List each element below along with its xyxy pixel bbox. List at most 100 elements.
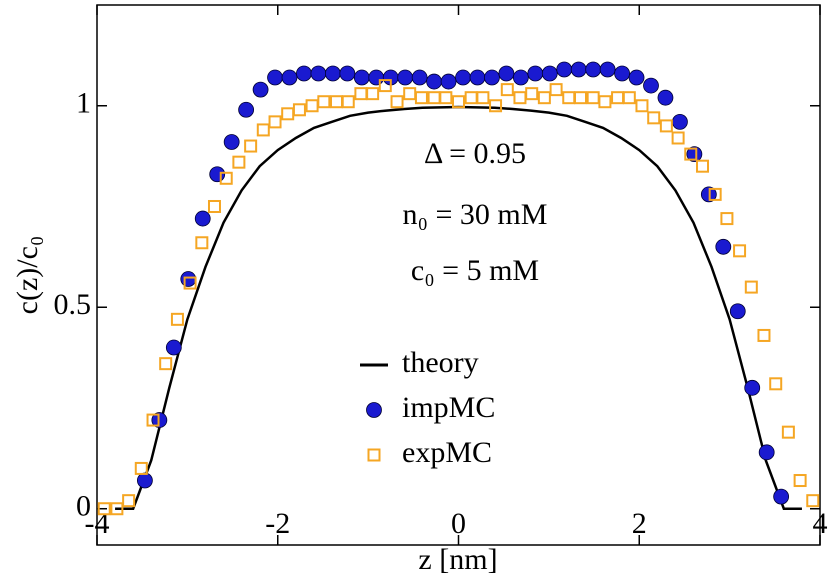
data-point: [281, 69, 298, 86]
data-point: [180, 271, 197, 287]
data-point: [599, 61, 616, 78]
data-point: [256, 123, 270, 137]
data-point: [252, 81, 269, 98]
data-point: [585, 61, 602, 78]
data-point: [622, 91, 636, 105]
data-point: [366, 87, 380, 101]
y-tick-label: 0: [76, 490, 91, 523]
data-point: [671, 131, 685, 145]
data-point: [657, 89, 674, 106]
data-point: [268, 115, 282, 129]
annotation: Δ = 0.95: [424, 137, 526, 170]
data-point: [733, 244, 747, 258]
data-point: [574, 91, 588, 105]
data-point: [426, 73, 442, 90]
data-point: [209, 166, 226, 183]
data-point: [757, 328, 771, 342]
data-point: [122, 494, 136, 508]
legend-swatch: [366, 402, 382, 418]
data-point: [183, 276, 197, 290]
data-point: [134, 461, 148, 475]
data-point: [500, 83, 514, 97]
legend-label: impMC: [402, 391, 495, 424]
data-point: [729, 303, 746, 320]
data-point: [628, 69, 645, 86]
data-point: [403, 87, 417, 101]
data-point: [195, 236, 209, 250]
data-point: [614, 65, 630, 82]
annotation: n₀ = 30 mM: [403, 198, 548, 231]
data-point: [329, 95, 343, 109]
data-point: [672, 113, 688, 130]
data-point: [781, 425, 795, 439]
data-point: [758, 444, 775, 461]
data-point: [708, 187, 722, 201]
data-point: [170, 312, 184, 326]
data-point: [267, 69, 283, 86]
data-point: [110, 502, 124, 516]
data-point: [525, 87, 539, 101]
data-point: [513, 91, 527, 105]
x-axis-label: z [nm]: [418, 543, 497, 576]
data-point: [686, 146, 703, 163]
data-point: [556, 61, 573, 78]
data-point: [455, 69, 471, 86]
data-point: [643, 77, 659, 94]
data-point: [452, 95, 465, 109]
data-point: [696, 159, 710, 173]
data-point: [378, 79, 392, 93]
data-point: [773, 488, 790, 505]
data-point: [305, 99, 319, 113]
data-point: [339, 65, 356, 82]
data-point: [715, 238, 732, 255]
data-point: [570, 61, 587, 78]
x-tick-label: 0: [451, 507, 466, 540]
data-point: [769, 377, 783, 391]
data-point: [635, 99, 649, 113]
data-point: [439, 91, 453, 105]
data-point: [414, 91, 428, 105]
data-point: [469, 69, 486, 86]
data-point: [484, 69, 500, 86]
data-point: [324, 65, 341, 82]
data-point: [317, 95, 331, 109]
data-point: [281, 107, 295, 121]
data-point: [562, 91, 576, 105]
y-axis-label: c(z)/c₀: [11, 236, 44, 315]
data-point: [427, 91, 441, 105]
data-point: [720, 212, 734, 226]
x-tick-label: 2: [632, 507, 647, 540]
data-point: [207, 199, 221, 213]
data-point: [512, 69, 529, 86]
data-point: [793, 474, 807, 488]
data-point: [341, 95, 355, 109]
data-point: [219, 171, 233, 185]
data-point: [232, 155, 246, 169]
data-point: [541, 65, 558, 82]
data-point: [659, 119, 673, 133]
data-point: [684, 147, 698, 161]
data-point: [549, 83, 563, 97]
data-point: [440, 73, 457, 90]
data-point: [744, 379, 761, 396]
y-tick-label: 1: [76, 87, 91, 120]
data-point: [397, 69, 414, 86]
data-point: [353, 69, 370, 86]
annotation: c₀ = 5 mM: [411, 254, 539, 287]
data-point: [647, 111, 661, 125]
data-point: [238, 101, 255, 118]
data-point: [244, 139, 258, 153]
x-tick-label: -4: [85, 507, 110, 540]
data-point: [806, 494, 820, 508]
data-point: [411, 69, 428, 86]
data-point: [744, 280, 758, 294]
data-point: [476, 91, 490, 105]
legend-label: theory: [402, 346, 479, 379]
data-point: [527, 65, 544, 82]
x-tick-label: -2: [265, 507, 290, 540]
data-point: [354, 87, 368, 101]
legend-label: expMC: [402, 436, 492, 469]
data-point: [537, 91, 551, 105]
data-point: [223, 134, 240, 150]
